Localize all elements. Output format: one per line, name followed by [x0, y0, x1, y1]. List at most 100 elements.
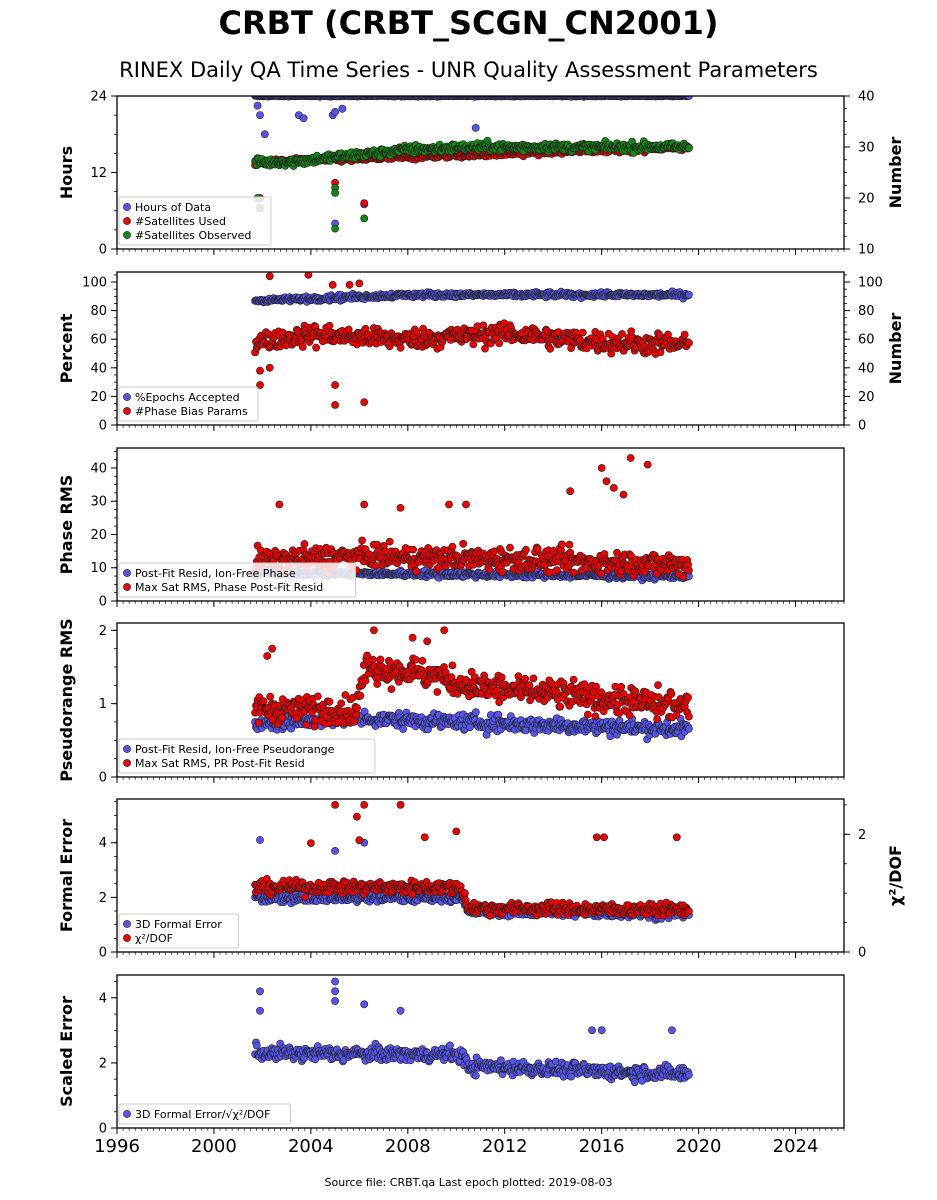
data-point-outlier — [331, 401, 339, 409]
data-point — [376, 655, 385, 664]
data-point-outlier — [360, 199, 369, 207]
legend-marker — [123, 583, 131, 591]
data-point — [578, 328, 587, 337]
data-point — [618, 330, 626, 338]
data-point-outlier — [355, 279, 364, 288]
data-point-outlier — [360, 214, 369, 223]
data-point-outlier — [260, 130, 269, 139]
data-point — [685, 724, 693, 733]
y-tick-label: 40 — [90, 461, 107, 476]
legend-box — [118, 196, 272, 246]
y-right-tick-label: 40 — [858, 361, 875, 376]
data-point — [266, 692, 275, 701]
data-point — [469, 340, 478, 349]
data-point — [302, 720, 310, 729]
y-tick-label: 20 — [90, 390, 107, 405]
series-green — [251, 136, 693, 233]
y-right-tick-label: 10 — [858, 243, 875, 258]
data-point — [254, 718, 263, 727]
data-point — [411, 655, 420, 664]
data-point-outlier — [619, 490, 628, 499]
legend-marker — [123, 569, 131, 577]
data-point — [399, 725, 407, 733]
data-point-outlier — [331, 108, 339, 116]
data-point — [459, 539, 468, 548]
data-point — [498, 568, 507, 576]
y-right-tick-label: 40 — [858, 90, 875, 105]
y-right-axis-label: Number — [886, 313, 905, 385]
legend-marker — [123, 231, 131, 239]
legend: %Epochs Accepted#Phase Bias Params — [118, 386, 259, 422]
y-tick-label: 20 — [90, 528, 107, 543]
legend-entry: #Satellites Observed — [135, 229, 251, 242]
data-point — [448, 542, 457, 551]
data-point-outlier — [643, 460, 652, 469]
legend-entry: Max Sat RMS, Phase Post-Fit Resid — [135, 581, 323, 594]
legend-entry: Post-Fit Resid, Ion-Free Phase — [135, 567, 296, 580]
data-point — [325, 321, 334, 330]
data-point — [356, 691, 365, 700]
y-tick-label: 0 — [99, 419, 107, 434]
y-tick-label: 60 — [90, 333, 107, 348]
data-point-outlier — [445, 500, 453, 509]
data-point — [371, 561, 380, 570]
data-point — [685, 143, 693, 152]
data-point-outlier — [256, 366, 264, 375]
data-point — [685, 290, 693, 299]
series-red — [251, 454, 693, 581]
data-point-outlier — [471, 124, 480, 132]
data-point — [465, 723, 474, 732]
y-axis-label: Phase RMS — [57, 475, 76, 575]
data-point — [373, 540, 382, 549]
legend-entry: #Satellites Used — [135, 215, 226, 228]
data-point — [495, 339, 504, 348]
data-point — [298, 343, 307, 351]
data-point — [685, 566, 693, 575]
y-right-tick-label: 100 — [858, 276, 883, 291]
y-tick-label: 12 — [90, 166, 107, 181]
y-tick-label: 10 — [90, 561, 107, 576]
data-point — [310, 722, 319, 731]
data-point — [353, 704, 361, 712]
y-tick-label: 100 — [82, 276, 107, 291]
y-tick-label: 80 — [90, 304, 107, 319]
data-point — [533, 544, 542, 553]
data-point — [352, 711, 361, 719]
data-point-outlier — [602, 477, 611, 486]
y-tick-label: 40 — [90, 361, 107, 376]
data-point — [277, 714, 286, 722]
y-axis-label: Percent — [57, 313, 76, 383]
y-right-tick-label: 20 — [858, 390, 875, 405]
data-point — [627, 327, 636, 336]
data-point — [385, 537, 394, 546]
data-point — [300, 540, 309, 548]
data-point-outlier — [462, 500, 470, 509]
data-point — [597, 569, 605, 578]
data-point — [361, 676, 370, 685]
data-point-outlier — [331, 224, 339, 233]
data-point-outlier — [360, 398, 369, 406]
data-point-outlier — [597, 464, 606, 472]
data-point-outlier — [360, 500, 369, 509]
y-right-tick-label: 20 — [858, 192, 875, 207]
data-point — [349, 717, 358, 726]
data-point — [680, 330, 689, 339]
data-point — [387, 685, 396, 693]
y-tick-label: 0 — [99, 243, 107, 258]
data-point-outlier — [256, 111, 264, 119]
data-point — [259, 697, 268, 706]
y-tick-label: 30 — [90, 495, 107, 510]
plot-area — [251, 272, 693, 409]
data-point-outlier — [275, 500, 284, 509]
series-blue — [251, 96, 693, 228]
y-right-tick-label: 0 — [858, 419, 866, 434]
legend-marker — [123, 203, 131, 211]
data-point — [369, 655, 377, 664]
legend-entry: Hours of Data — [135, 201, 211, 214]
legend-entry: %Epochs Accepted — [135, 391, 240, 404]
data-point — [685, 96, 693, 100]
